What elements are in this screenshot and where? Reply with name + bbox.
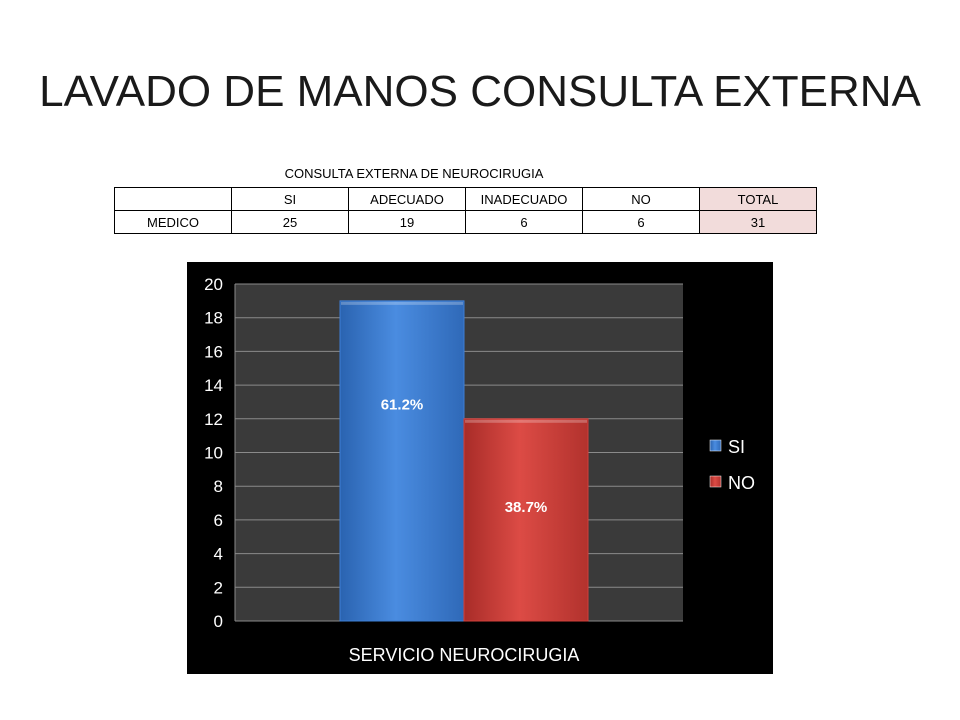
y-tick-label: 12 (204, 410, 223, 429)
table-cell: 25 (231, 210, 349, 234)
table-header-row: SI ADECUADO INADECUADO NO TOTAL (114, 187, 817, 211)
data-label: 61.2% (381, 397, 424, 414)
legend-label: NO (728, 473, 755, 493)
bars (339, 300, 589, 622)
y-tick-label: 6 (214, 511, 223, 530)
table-cell: 6 (582, 210, 700, 234)
y-tick-label: 20 (204, 275, 223, 294)
y-tick-label: 2 (214, 578, 223, 597)
table-header-cell (114, 187, 232, 211)
legend-label: SI (728, 437, 745, 457)
bar-no (463, 418, 589, 622)
legend-swatch-si (709, 439, 722, 452)
data-labels: 61.2% 38.7% (381, 397, 548, 516)
y-tick-label: 14 (204, 376, 223, 395)
bar-si (339, 300, 465, 622)
legend: SI NO (709, 437, 755, 493)
table-cell: MEDICO (114, 210, 232, 234)
bar-chart-svg: 0 2 4 6 8 10 12 14 16 18 20 61.2% 38.7% SERVICIO NE… (204, 275, 755, 665)
x-category-label: SERVICIO NEUROCIRUGIA (349, 645, 580, 665)
table-header-cell: ADECUADO (348, 187, 466, 211)
legend-swatch-no (709, 475, 722, 488)
y-axis-ticks: 0 2 4 6 8 10 12 14 16 18 20 (204, 275, 223, 631)
y-tick-label: 4 (214, 545, 223, 564)
data-label: 38.7% (505, 499, 548, 516)
y-tick-label: 8 (214, 477, 223, 496)
chart: 0 2 4 6 8 10 12 14 16 18 20 61.2% 38.7% SERVICIO NE… (187, 262, 773, 674)
table-cell: 6 (465, 210, 583, 234)
table-row: MEDICO 25 19 6 6 31 (114, 210, 817, 234)
slide-title: LAVADO DE MANOS CONSULTA EXTERNA (39, 67, 921, 116)
table-header-cell: TOTAL (699, 187, 817, 211)
x-axis-labels: SERVICIO NEUROCIRUGIA (349, 645, 580, 665)
table-cell: 31 (699, 210, 817, 234)
y-tick-label: 16 (204, 342, 223, 361)
table-header-cell: NO (582, 187, 700, 211)
table-caption: CONSULTA EXTERNA DE NEUROCIRUGIA (284, 166, 544, 181)
table-header-cell: SI (231, 187, 349, 211)
data-table: SI ADECUADO INADECUADO NO TOTAL MEDICO 2… (114, 187, 817, 234)
table-header-cell: INADECUADO (465, 187, 583, 211)
y-tick-label: 18 (204, 309, 223, 328)
y-tick-label: 10 (204, 444, 223, 463)
y-tick-label: 0 (214, 612, 223, 631)
table-cell: 19 (348, 210, 466, 234)
